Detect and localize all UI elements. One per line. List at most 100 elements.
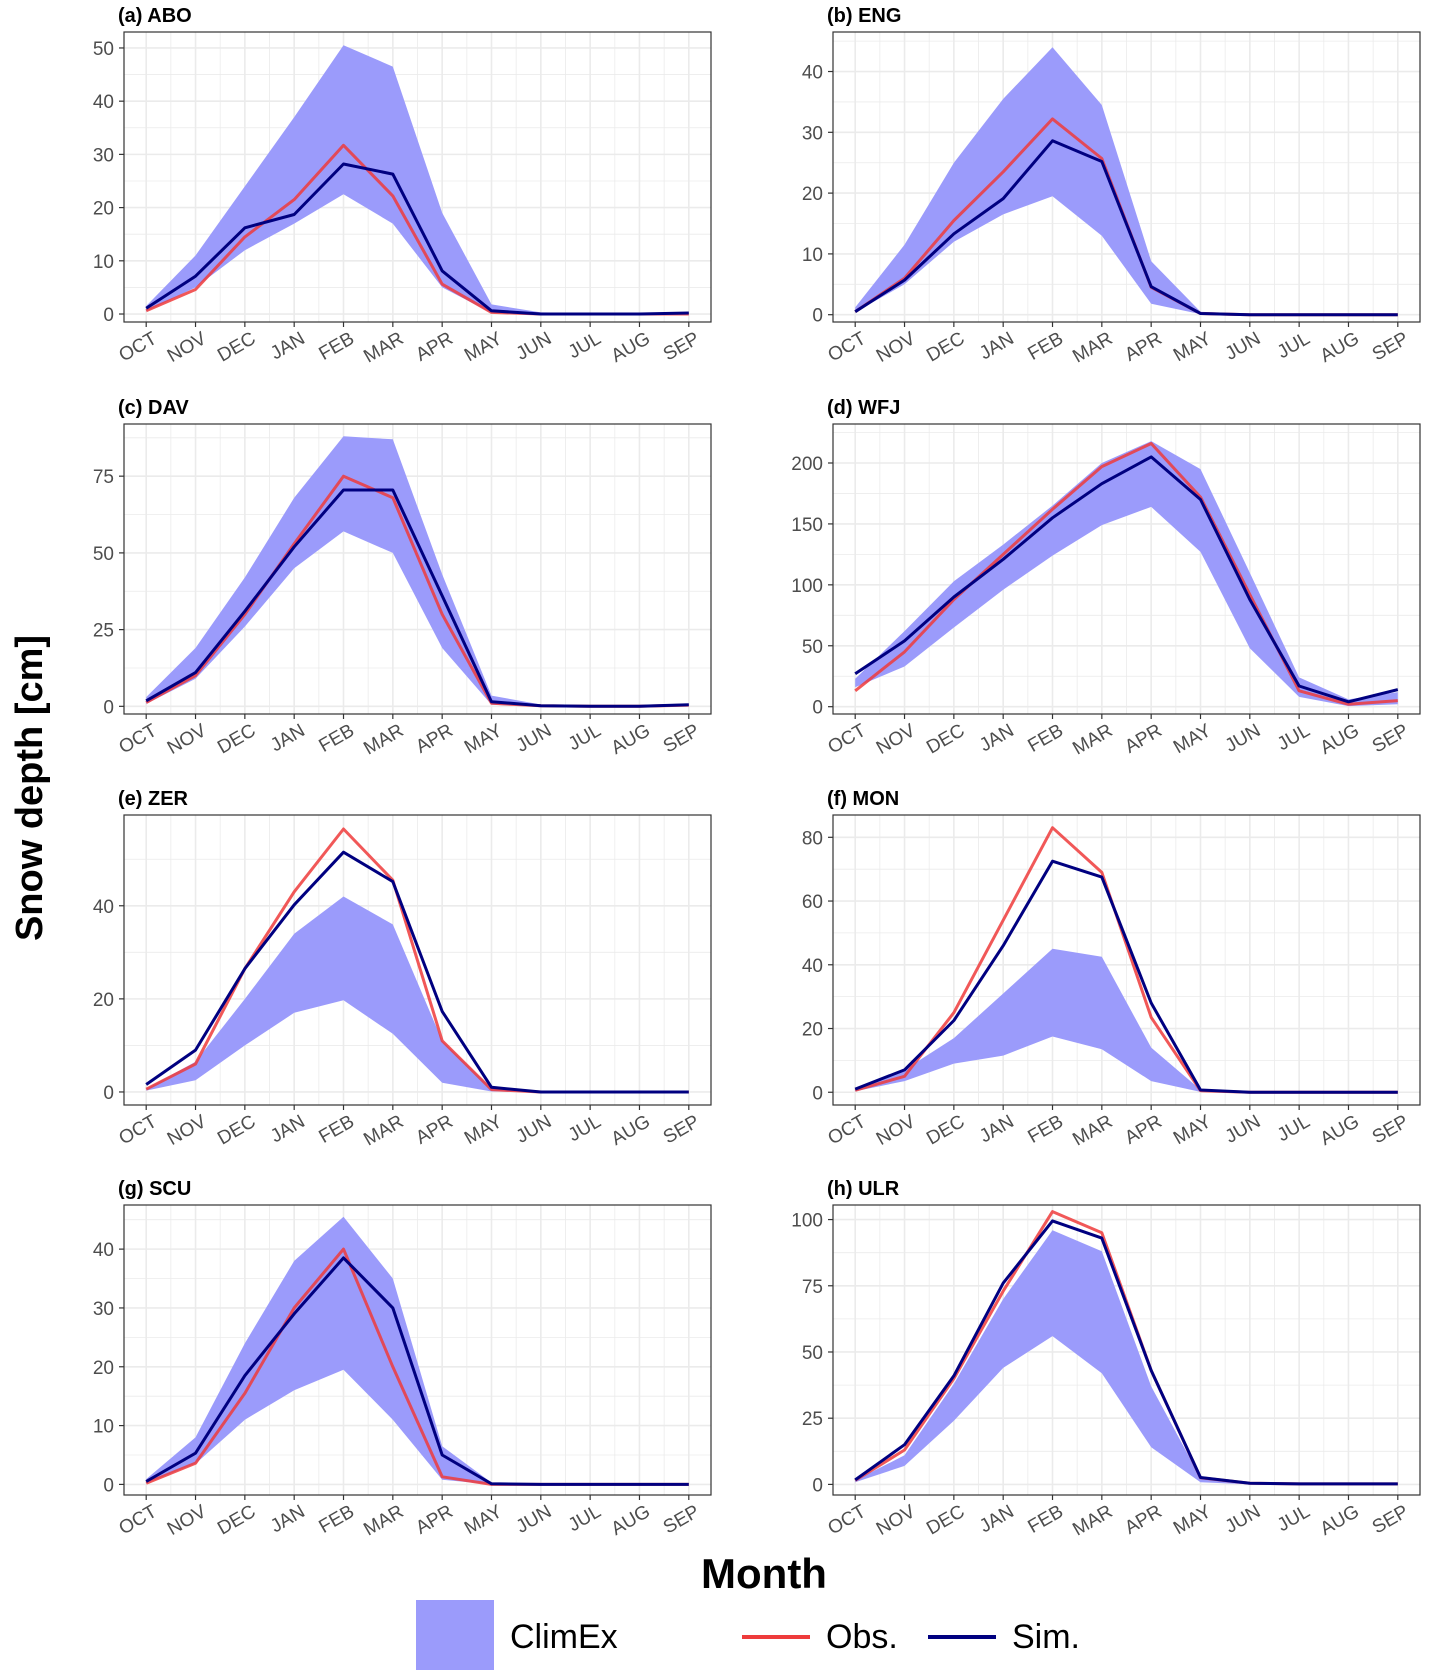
y-tick-label: 0 [103, 1083, 114, 1104]
y-tick-label: 20 [93, 990, 114, 1011]
x-tick-label: JUN [513, 1111, 556, 1148]
x-tick-label: MAY [461, 720, 506, 758]
x-tick-label: OCT [115, 328, 161, 366]
x-tick-label: DEC [923, 1111, 968, 1149]
sim-line [854, 859, 1398, 1094]
climex-band [855, 47, 1398, 315]
sim-line [854, 1219, 1398, 1486]
x-tick-label: APR [1121, 720, 1165, 758]
panel-border [832, 814, 1421, 1106]
x-tick-label: JAN [267, 328, 309, 364]
x-tick-label: NOV [164, 1501, 210, 1540]
panel-title: (g) SCU [118, 1178, 191, 1200]
x-tick-label: AUG [1317, 1111, 1363, 1150]
panel-border [832, 1204, 1421, 1496]
x-tick-label: OCT [824, 1501, 870, 1539]
y-tick-label: 100 [791, 576, 823, 597]
y-tick-label: 20 [802, 1020, 823, 1041]
x-tick-label: FEB [316, 720, 359, 757]
x-tick-label: MAR [360, 1501, 407, 1540]
y-tick-label: 0 [103, 305, 114, 326]
x-tick-label: MAR [360, 720, 407, 759]
x-tick-label: JAN [267, 720, 309, 756]
sim-line [854, 455, 1399, 704]
y-tick-label: 0 [103, 697, 114, 718]
y-tick-label: 80 [802, 828, 823, 849]
y-tick-label: 30 [802, 123, 823, 144]
x-tick-label: SEP [1369, 328, 1412, 365]
x-tick-label: JUN [513, 1501, 556, 1538]
x-tick-label: DEC [214, 328, 259, 366]
x-tick-label: AUG [608, 328, 654, 367]
climex-band [146, 896, 689, 1092]
x-tick-label: JUL [1274, 1111, 1314, 1146]
x-tick-label: SEP [660, 720, 703, 757]
x-tick-label: APR [412, 720, 456, 758]
legend-sim-label: Sim. [1012, 1618, 1080, 1656]
y-tick-label: 40 [802, 956, 823, 977]
y-tick-label: 25 [802, 1409, 823, 1430]
y-tick-label: 0 [812, 698, 823, 719]
y-tick-label: 0 [812, 1083, 823, 1104]
y-tick-label: 40 [802, 63, 823, 84]
y-tick-label: 50 [93, 39, 114, 60]
x-tick-label: DEC [923, 720, 968, 758]
panel-title: (b) ENG [827, 5, 901, 27]
x-tick-label: NOV [873, 720, 919, 759]
x-tick-label: APR [412, 1111, 456, 1149]
x-tick-label: FEB [1025, 328, 1068, 365]
panel-4: (d) WFJ 0 50 100 150 200 OCT NOV DEC JAN FEB MAR APR… [791, 397, 1421, 759]
y-tick-label: 20 [802, 184, 823, 205]
x-tick-label: MAR [1069, 1111, 1116, 1150]
x-tick-label: FEB [1025, 1501, 1068, 1538]
x-tick-label: OCT [115, 1111, 161, 1149]
x-tick-label: FEB [1025, 720, 1068, 757]
x-tick-label: MAY [461, 1111, 506, 1149]
y-tick-label: 20 [93, 1358, 114, 1379]
x-tick-label: AUG [608, 1111, 654, 1150]
y-tick-label: 40 [93, 897, 114, 918]
x-tick-label: FEB [316, 328, 359, 365]
x-tick-label: SEP [660, 328, 703, 365]
x-tick-label: SEP [1369, 720, 1412, 757]
panel-title: (d) WFJ [827, 397, 900, 419]
legend-obs-label: Obs. [826, 1618, 898, 1656]
climex-band [146, 1216, 689, 1485]
y-tick-label: 10 [93, 1417, 114, 1438]
x-tick-label: JAN [976, 328, 1018, 364]
sim-line [145, 850, 689, 1094]
y-tick-label: 60 [802, 892, 823, 913]
x-tick-label: OCT [115, 1501, 161, 1539]
x-tick-label: SEP [660, 1501, 703, 1538]
x-tick-label: NOV [873, 1501, 919, 1540]
x-tick-label: MAY [461, 328, 506, 366]
x-tick-label: APR [412, 328, 456, 366]
panel-border [832, 31, 1421, 323]
x-tick-label: MAY [1170, 720, 1215, 758]
x-tick-label: OCT [115, 720, 161, 758]
climex-band [146, 45, 689, 315]
x-tick-label: JUL [1274, 720, 1314, 755]
y-tick-label: 30 [93, 1299, 114, 1320]
climex-band [855, 1230, 1398, 1485]
x-tick-label: JUL [565, 1501, 605, 1536]
y-tick-label: 0 [103, 1475, 114, 1496]
x-tick-label: APR [1121, 328, 1165, 366]
x-tick-label: JUN [513, 328, 556, 365]
panel-border [123, 1204, 712, 1496]
y-tick-label: 20 [93, 199, 114, 220]
panel-5: (e) ZER 0 20 40 OCT NOV DEC JAN FEB MAR APR MAY JUN J… [93, 788, 712, 1150]
climex-band [146, 436, 689, 707]
x-tick-label: SEP [660, 1111, 703, 1148]
x-tick-label: JAN [976, 720, 1018, 756]
panel-title: (f) MON [827, 788, 899, 810]
y-tick-label: 75 [93, 467, 114, 488]
x-tick-label: JUL [1274, 1501, 1314, 1536]
y-tick-label: 200 [791, 454, 823, 475]
x-tick-label: MAR [360, 328, 407, 367]
x-tick-label: MAR [1069, 1501, 1116, 1540]
y-tick-label: 10 [93, 252, 114, 273]
x-tick-label: OCT [824, 1111, 870, 1149]
